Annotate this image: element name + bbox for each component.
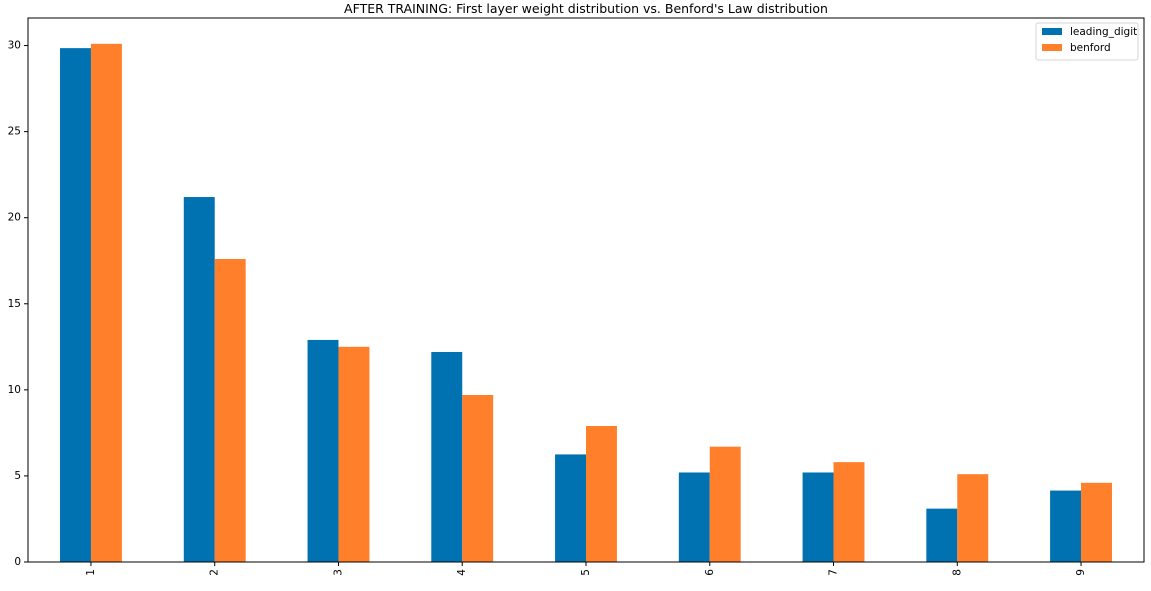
bar-leading-digit-9 — [1050, 490, 1082, 562]
y-tick-label: 25 — [8, 126, 21, 138]
bar-benford-1 — [90, 43, 122, 562]
x-tick-label: 1 — [85, 569, 97, 576]
x-tick-label: 6 — [704, 569, 716, 576]
x-tick-label: 8 — [951, 569, 963, 576]
y-tick-label: 10 — [8, 384, 21, 396]
bar-benford-7 — [833, 462, 865, 562]
bar-leading-digit-7 — [802, 472, 834, 562]
y-axis: 0 5 10 15 20 25 30 — [8, 40, 28, 568]
bars-layer — [60, 43, 1112, 563]
bar-leading-digit-3 — [307, 339, 339, 562]
y-tick-label: 30 — [8, 40, 21, 52]
x-tick-label: 9 — [1075, 569, 1087, 576]
bar-leading-digit-2 — [183, 197, 215, 563]
bar-leading-digit-4 — [431, 351, 463, 562]
x-axis: 1 2 3 4 5 6 7 8 9 — [85, 562, 1087, 576]
y-tick-label: 20 — [8, 212, 21, 224]
x-tick-label: 7 — [828, 569, 840, 576]
bar-benford-6 — [709, 446, 741, 562]
y-tick-label: 15 — [8, 298, 21, 310]
x-tick-label: 2 — [209, 569, 221, 576]
chart-title: AFTER TRAINING: First layer weight distr… — [344, 1, 828, 16]
legend-label-benford: benford — [1070, 42, 1111, 54]
x-tick-label: 3 — [332, 569, 344, 576]
legend-swatch-leading-digit — [1042, 28, 1062, 35]
bar-benford-2 — [214, 259, 246, 562]
bar-benford-9 — [1081, 482, 1112, 562]
bar-benford-8 — [957, 474, 989, 562]
plot-frame — [27, 17, 1145, 563]
bar-benford-5 — [586, 426, 617, 562]
legend-swatch-benford — [1042, 44, 1062, 51]
bar-benford-4 — [462, 395, 494, 562]
y-tick-label: 5 — [14, 470, 21, 482]
x-tick-label: 4 — [456, 569, 468, 576]
legend: leading_digit benford — [1035, 22, 1139, 61]
bar-leading-digit-6 — [678, 472, 710, 562]
legend-label-leading-digit: leading_digit — [1070, 26, 1137, 38]
x-tick-label: 5 — [580, 569, 592, 576]
bar-leading-digit-1 — [60, 48, 91, 562]
y-tick-label: 0 — [14, 556, 21, 568]
bar-leading-digit-8 — [926, 508, 958, 562]
bar-leading-digit-5 — [555, 454, 586, 562]
bar-benford-3 — [338, 346, 370, 562]
